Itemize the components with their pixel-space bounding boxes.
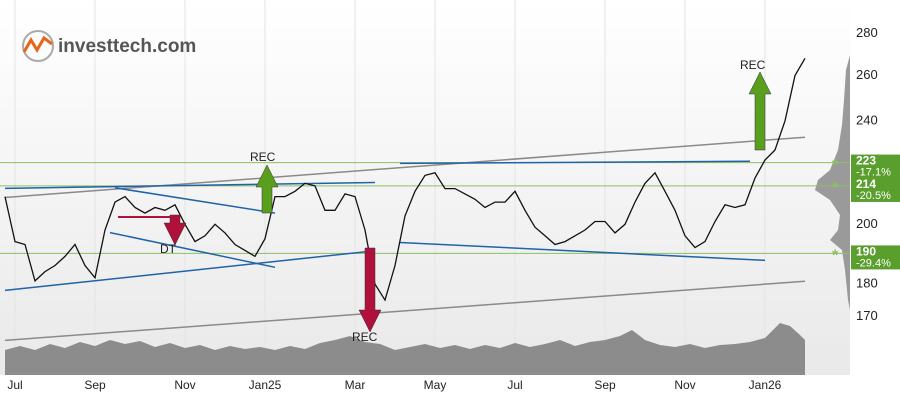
level-change: -20.5% [856, 190, 891, 202]
signal-arrow [748, 71, 772, 151]
annotation-label: REC [352, 330, 378, 344]
x-tick-label: Nov [674, 378, 695, 392]
trendline [109, 231, 276, 269]
signal-arrow [163, 214, 187, 246]
trendline [399, 160, 751, 165]
level-change: -29.4% [856, 257, 891, 269]
logo: investtech.com [22, 30, 196, 62]
level-value: 214 [856, 177, 876, 191]
level-box [851, 177, 900, 202]
trendline [4, 136, 806, 199]
logo-icon-line [22, 35, 53, 53]
x-tick-label: Jan25 [249, 378, 282, 392]
y-tick-label: 280 [856, 25, 878, 40]
trendline [399, 241, 766, 262]
trendline [4, 181, 376, 190]
x-tick-label: Jul [507, 378, 522, 392]
levels: * 223-17.1% * 214-20.5% * 190-29.4% [0, 154, 900, 270]
y-tick-label: 200 [856, 216, 878, 231]
annotation-label: REC [740, 58, 766, 72]
trendline [4, 280, 806, 342]
annotations: REC DT REC REC [118, 58, 772, 344]
level-box [851, 245, 900, 270]
x-tick-label: Nov [174, 378, 195, 392]
x-tick-label: Mar [345, 378, 366, 392]
level-box [851, 154, 900, 179]
axes: 170 180 200 240 260 280 Jul Sep Nov Jan25 Mar May Ju… [7, 25, 877, 392]
x-tick-label: May [424, 378, 447, 392]
x-tick-label: Jul [7, 378, 22, 392]
x-tick-label: Sep [84, 378, 106, 392]
annotation-label: DT [160, 242, 177, 256]
signal-arrow [255, 164, 279, 214]
level-star: * [832, 180, 839, 197]
volume-area [5, 323, 805, 375]
level-change: -17.1% [856, 166, 891, 178]
price-line [4, 57, 806, 302]
x-tick-label: Jan26 [749, 378, 782, 392]
x-tick-label: Sep [594, 378, 616, 392]
annotation-label: REC [250, 150, 276, 164]
level-star: * [832, 157, 839, 174]
trendlines [4, 136, 806, 342]
logo-text: investtech.com [58, 36, 196, 57]
y-tick-label: 240 [856, 112, 878, 127]
price-series [4, 57, 806, 302]
trendline [114, 187, 276, 214]
y-tick-label: 170 [856, 308, 878, 323]
level-value: 190 [856, 245, 876, 259]
signal-arrow [358, 247, 382, 333]
level-star: * [832, 248, 839, 265]
volume-profile [815, 55, 850, 310]
logo-icon [22, 30, 54, 62]
trendline [4, 249, 376, 292]
level-value: 223 [856, 154, 876, 168]
y-tick-label: 180 [856, 276, 878, 291]
y-tick-label: 260 [856, 67, 878, 82]
